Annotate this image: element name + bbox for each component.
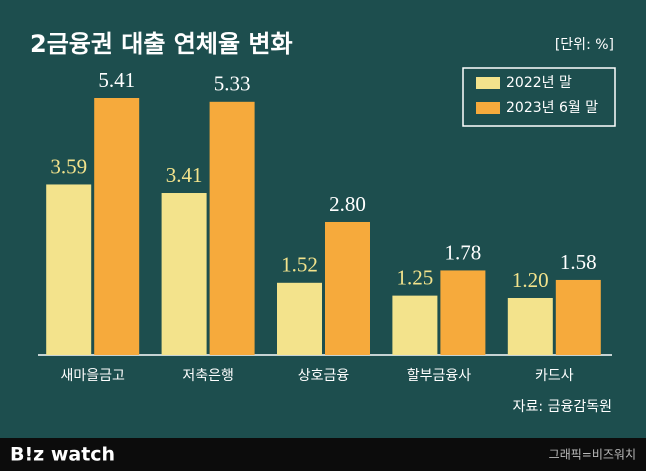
credit: 그래픽=비즈워치 <box>549 448 636 462</box>
source: 자료: 금융감독원 <box>513 399 612 415</box>
chart-title: 2금융권 대출 연체율 변화 <box>30 30 293 58</box>
bar <box>161 193 207 355</box>
legend-label: 2022년 말 <box>506 75 572 91</box>
value-label: 2.80 <box>329 192 366 216</box>
value-label: 3.59 <box>50 154 87 178</box>
value-label: 3.41 <box>166 163 203 187</box>
brand-logo: B!z watch <box>10 444 115 466</box>
bar <box>209 101 255 355</box>
legend-swatch <box>476 102 500 114</box>
value-label: 1.58 <box>560 250 597 274</box>
legend-label: 2023년 6월 말 <box>506 100 598 116</box>
x-tick-label: 저축은행 <box>182 368 234 384</box>
bar <box>277 282 322 355</box>
x-tick-label: 할부금융사 <box>407 368 472 384</box>
value-label: 1.20 <box>512 268 549 292</box>
bar <box>440 270 486 355</box>
value-label: 1.52 <box>281 253 318 277</box>
legend-box <box>462 67 616 127</box>
bar <box>392 295 438 355</box>
bar <box>555 279 601 355</box>
bar <box>46 184 92 355</box>
bar <box>325 221 370 355</box>
x-tick-label: 상호금융 <box>298 368 350 384</box>
bar <box>507 297 553 355</box>
bar <box>94 98 140 355</box>
legend-swatch <box>476 77 500 89</box>
unit-label: [단위: %] <box>555 37 614 53</box>
value-label: 5.33 <box>214 72 251 96</box>
footer-bar <box>0 438 646 471</box>
value-label: 5.41 <box>98 68 135 92</box>
value-label: 1.78 <box>445 240 482 264</box>
x-tick-label: 카드사 <box>535 368 574 384</box>
x-tick-label: 새마을금고 <box>60 368 125 384</box>
value-label: 1.25 <box>397 265 434 289</box>
